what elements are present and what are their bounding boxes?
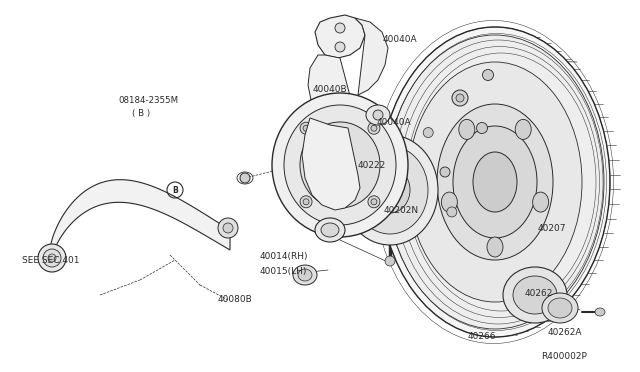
Ellipse shape (442, 192, 458, 212)
Ellipse shape (323, 207, 333, 217)
Text: 40015(LH): 40015(LH) (259, 267, 307, 276)
Circle shape (48, 254, 56, 262)
Circle shape (300, 122, 312, 134)
Ellipse shape (380, 27, 610, 337)
Text: 40266: 40266 (467, 332, 496, 341)
Ellipse shape (284, 105, 396, 225)
Text: 40040A: 40040A (376, 118, 411, 127)
Ellipse shape (515, 119, 531, 140)
Polygon shape (355, 18, 388, 95)
Circle shape (335, 42, 345, 52)
Ellipse shape (595, 308, 605, 316)
Ellipse shape (385, 256, 395, 266)
Ellipse shape (440, 167, 450, 177)
Text: 08184-2355M: 08184-2355M (118, 96, 179, 105)
Ellipse shape (477, 122, 488, 134)
Ellipse shape (408, 62, 582, 302)
Ellipse shape (342, 135, 438, 245)
Ellipse shape (366, 105, 390, 125)
Ellipse shape (513, 276, 557, 314)
Ellipse shape (240, 173, 250, 183)
Ellipse shape (459, 119, 475, 140)
Ellipse shape (298, 269, 312, 281)
Text: 40014(RH): 40014(RH) (259, 252, 308, 261)
Circle shape (38, 244, 66, 272)
Ellipse shape (437, 104, 553, 260)
Circle shape (368, 122, 380, 134)
Ellipse shape (347, 128, 356, 138)
Ellipse shape (423, 128, 433, 138)
Ellipse shape (352, 146, 428, 234)
Circle shape (300, 196, 312, 208)
Circle shape (303, 125, 309, 131)
Text: R400002P: R400002P (541, 352, 587, 361)
Polygon shape (315, 15, 365, 58)
Polygon shape (302, 118, 360, 210)
Text: 40222: 40222 (357, 161, 385, 170)
Text: 40262A: 40262A (547, 328, 582, 337)
Text: ( B ): ( B ) (132, 109, 150, 118)
Text: 40080B: 40080B (218, 295, 252, 304)
Polygon shape (50, 180, 230, 265)
Ellipse shape (473, 152, 517, 212)
Circle shape (303, 199, 309, 205)
Circle shape (371, 125, 377, 131)
Text: 40040A: 40040A (383, 35, 417, 44)
Circle shape (218, 218, 238, 238)
Ellipse shape (548, 298, 572, 318)
Circle shape (371, 199, 377, 205)
Text: 40262: 40262 (525, 289, 553, 298)
Ellipse shape (315, 218, 345, 242)
Ellipse shape (272, 93, 408, 237)
Ellipse shape (503, 267, 567, 323)
Ellipse shape (447, 207, 457, 217)
Polygon shape (308, 55, 358, 128)
Text: SEE SEC.401: SEE SEC.401 (22, 256, 80, 265)
Text: B: B (172, 186, 178, 195)
Circle shape (368, 196, 380, 208)
Circle shape (223, 223, 233, 233)
Ellipse shape (321, 223, 339, 237)
Ellipse shape (453, 126, 537, 238)
Ellipse shape (452, 90, 468, 106)
Ellipse shape (386, 35, 604, 329)
Ellipse shape (542, 293, 578, 323)
Circle shape (43, 249, 61, 267)
Text: 40207: 40207 (538, 224, 566, 233)
Ellipse shape (300, 122, 380, 208)
Circle shape (456, 94, 464, 102)
Ellipse shape (370, 167, 410, 213)
Text: 40040B: 40040B (312, 85, 347, 94)
Ellipse shape (487, 237, 503, 257)
Circle shape (373, 110, 383, 120)
Ellipse shape (293, 265, 317, 285)
Text: 40202N: 40202N (384, 206, 419, 215)
Ellipse shape (532, 192, 548, 212)
Circle shape (335, 23, 345, 33)
Ellipse shape (483, 70, 493, 80)
